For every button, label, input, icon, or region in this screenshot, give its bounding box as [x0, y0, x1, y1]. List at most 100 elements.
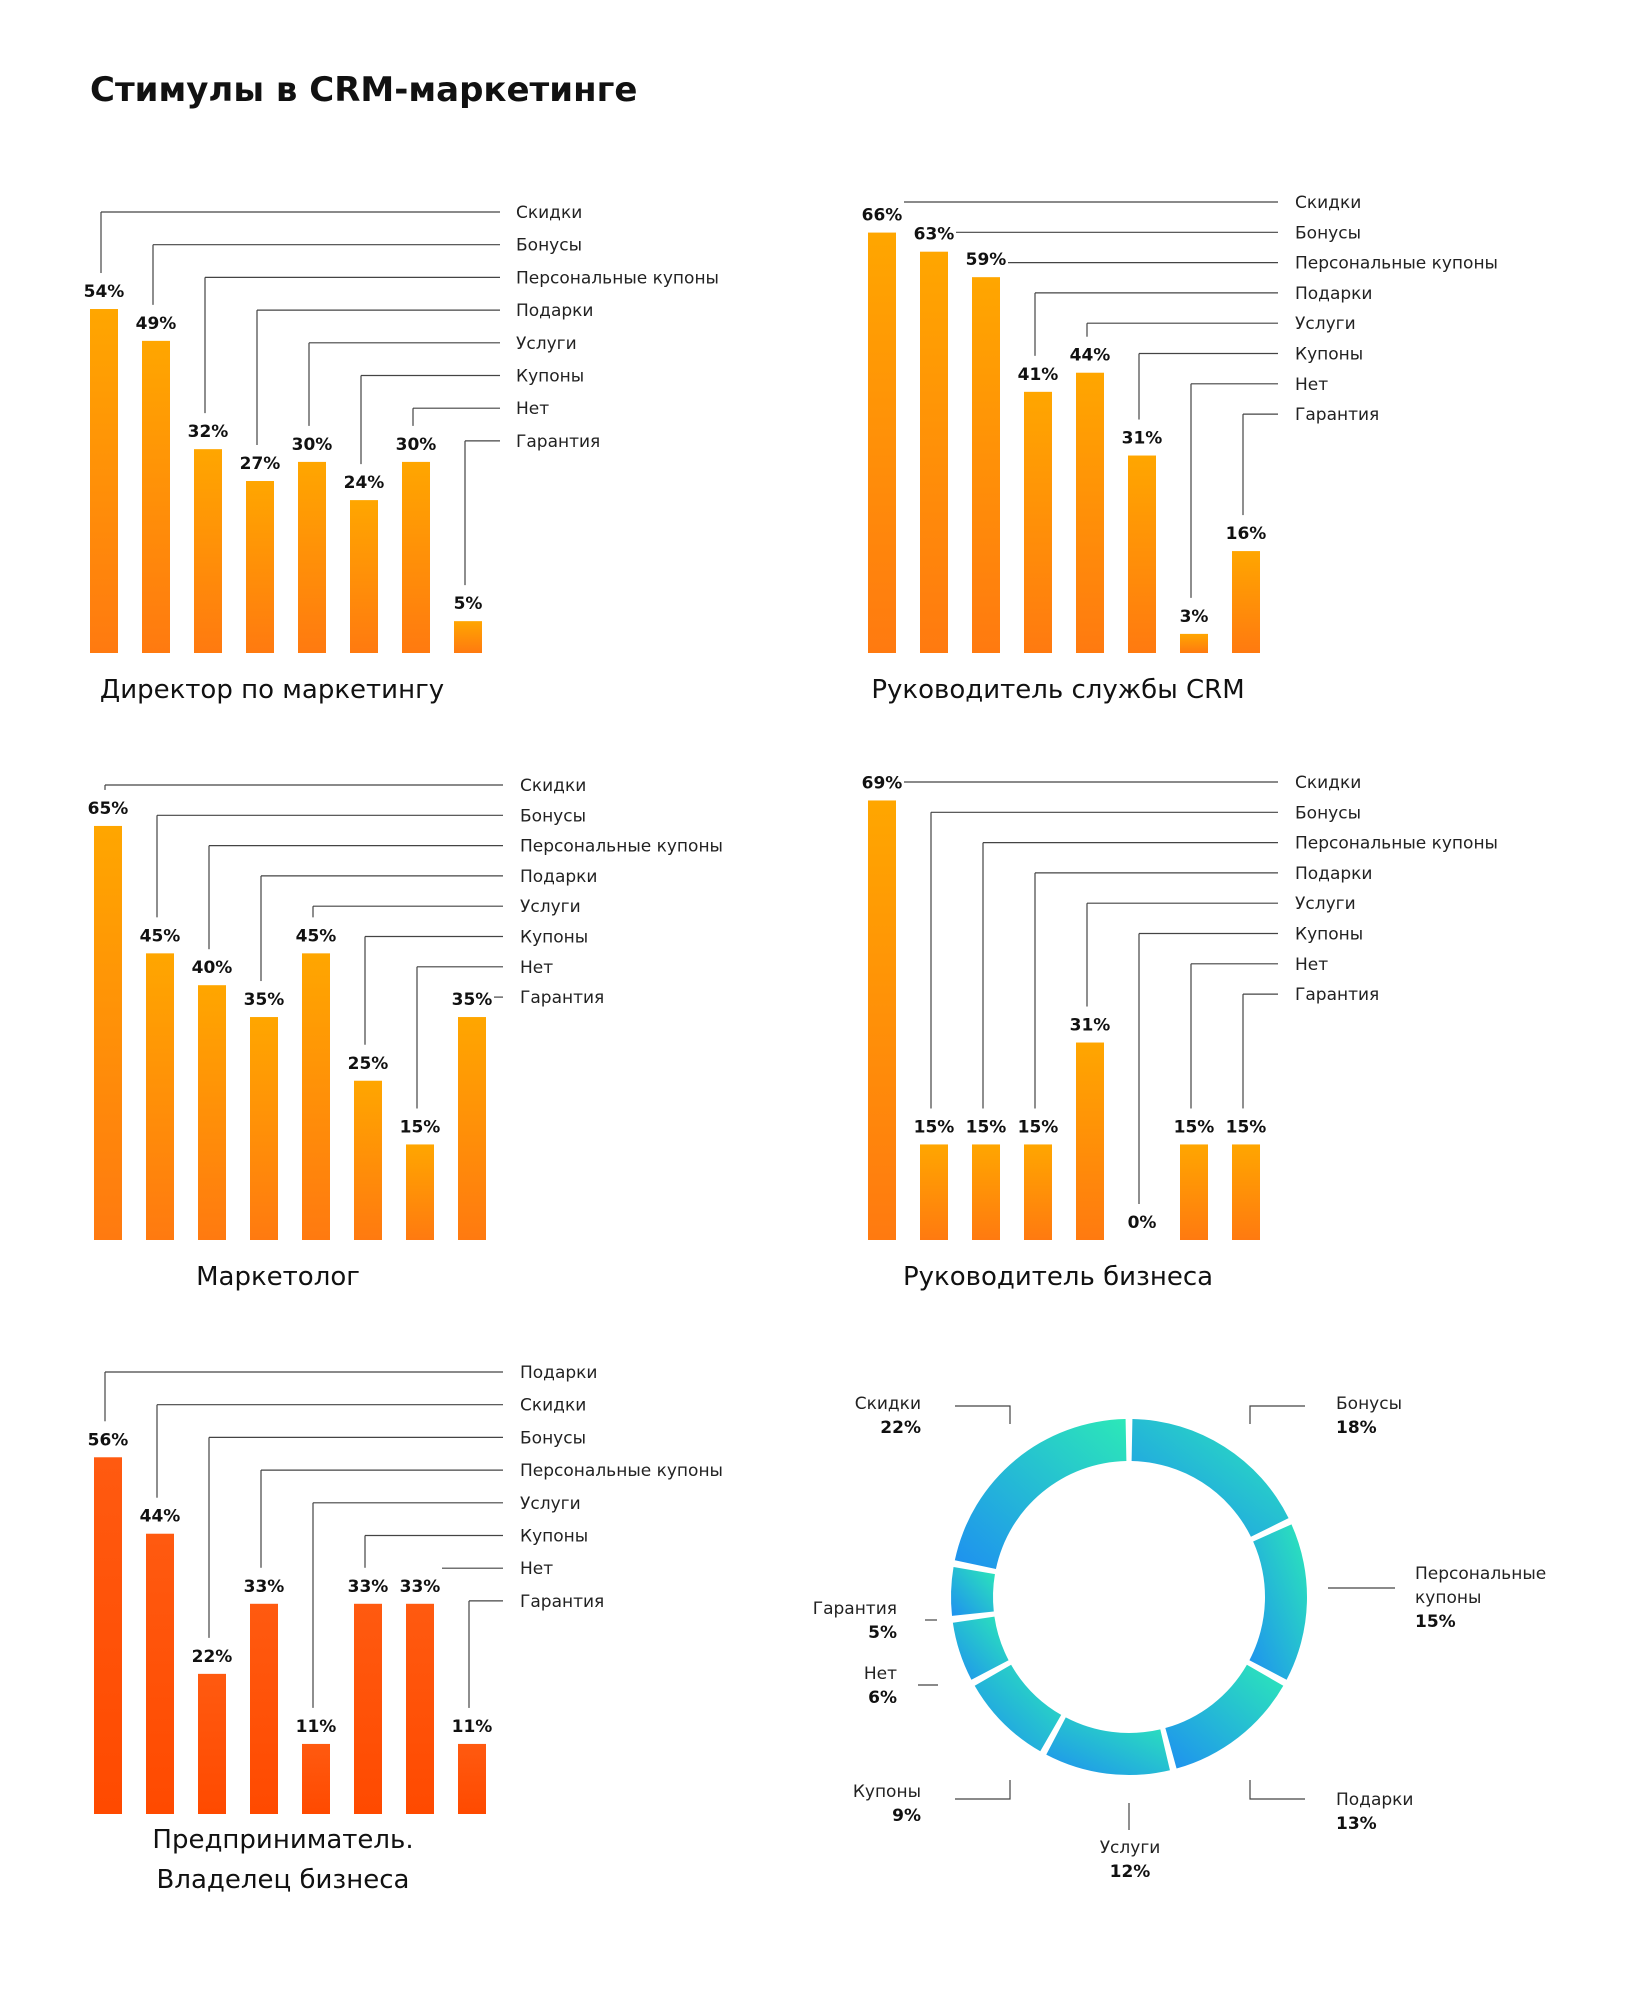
bar [868, 800, 896, 1240]
value-label: 25% [348, 1054, 389, 1074]
value-label: 0% [1128, 1213, 1157, 1233]
bar [402, 461, 430, 653]
category-label: Гарантия [1295, 405, 1379, 425]
category-label: Скидки [516, 203, 582, 223]
category-label: Персональные купоны [1295, 834, 1498, 854]
slice-label: Нет [864, 1664, 897, 1684]
value-label: 35% [244, 990, 285, 1010]
category-label: Бонусы [520, 1428, 586, 1448]
category-label: Гарантия [516, 432, 600, 452]
bar [146, 953, 174, 1240]
bar [406, 1144, 434, 1240]
value-label: 24% [344, 473, 385, 493]
category-label: Нет [516, 399, 549, 419]
value-label: 30% [292, 435, 333, 455]
donut-slice [1131, 1419, 1289, 1537]
category-label: Купоны [516, 367, 584, 387]
value-label: 41% [1018, 365, 1059, 385]
category-label: Бонусы [1295, 223, 1361, 243]
category-label: Нет [1295, 375, 1328, 395]
slice-value: 18% [1336, 1418, 1377, 1438]
category-label: Купоны [520, 928, 588, 948]
bar [146, 1533, 174, 1814]
category-label: Услуги [1295, 894, 1356, 914]
value-label: 69% [862, 773, 903, 793]
slice-value: 9% [892, 1806, 921, 1826]
category-label: Персональные купоны [520, 1461, 723, 1481]
category-label: Гарантия [1295, 985, 1379, 1005]
category-label: Подарки [516, 301, 593, 321]
slice-value: 5% [868, 1623, 897, 1643]
bar [1232, 1144, 1260, 1240]
bar [458, 1017, 486, 1240]
category-label: Персональные купоны [1295, 254, 1498, 274]
bar [90, 309, 118, 653]
bar [94, 1457, 122, 1814]
panel-title: Маркетолог [196, 1262, 360, 1292]
value-label: 66% [862, 206, 903, 226]
category-label: Скидки [1295, 773, 1361, 793]
donut-slice [1046, 1717, 1170, 1775]
panel-title: Руководитель службы CRM [871, 675, 1244, 705]
value-label: 15% [400, 1117, 441, 1137]
value-label: 56% [88, 1430, 129, 1450]
category-label: Гарантия [520, 988, 604, 1008]
value-label: 31% [1070, 1016, 1111, 1036]
category-label: Подарки [1295, 864, 1372, 884]
slice-label: Скидки [855, 1394, 921, 1414]
panel-title: Руководитель бизнеса [903, 1262, 1213, 1292]
donut-slice [1249, 1524, 1308, 1680]
value-label: 22% [192, 1647, 233, 1667]
category-label: Скидки [520, 1396, 586, 1416]
category-label: Персональные купоны [516, 268, 719, 288]
slice-value: 6% [868, 1688, 897, 1708]
category-label: Услуги [520, 897, 581, 917]
slice-value: 22% [880, 1418, 921, 1438]
value-label: 49% [136, 314, 177, 334]
bar-chart-1: 54% Скидки 49% Бонусы 32% Персональные купоны… [84, 203, 719, 705]
bar [142, 340, 170, 653]
category-label: Скидки [520, 776, 586, 796]
slice-label: Бонусы [1336, 1394, 1402, 1414]
value-label: 15% [914, 1117, 955, 1137]
bar [350, 500, 378, 653]
value-label: 30% [396, 435, 437, 455]
value-label: 31% [1122, 429, 1163, 449]
bar [1128, 455, 1156, 653]
value-label: 15% [1226, 1117, 1267, 1137]
value-label: 33% [244, 1577, 285, 1597]
category-label: Купоны [1295, 345, 1363, 365]
value-label: 44% [1070, 346, 1111, 366]
bar [198, 1673, 226, 1814]
category-label: Нет [1295, 955, 1328, 975]
category-label: Подарки [1295, 284, 1372, 304]
value-label: 15% [1174, 1117, 1215, 1137]
category-label: Подарки [520, 1363, 597, 1383]
value-label: 33% [400, 1577, 441, 1597]
value-label: 65% [88, 799, 129, 819]
slice-value: 12% [1110, 1862, 1151, 1882]
category-label: Бонусы [520, 806, 586, 826]
panel-title: Предприниматель. [152, 1825, 413, 1855]
category-label: Услуги [520, 1494, 581, 1514]
bar [920, 1144, 948, 1240]
bar [1024, 1144, 1052, 1240]
category-label: Купоны [520, 1527, 588, 1547]
value-label: 3% [1180, 607, 1209, 627]
donut-slice [952, 1616, 1009, 1680]
bar [920, 251, 948, 653]
panel-title: Директор по маркетингу [100, 675, 444, 705]
bar [972, 277, 1000, 653]
bar [298, 461, 326, 653]
value-label: 35% [452, 990, 493, 1010]
bar [1024, 391, 1052, 653]
value-label: 15% [966, 1117, 1007, 1137]
category-label: Услуги [1295, 314, 1356, 334]
bar [354, 1080, 382, 1240]
bar [1180, 633, 1208, 653]
bar [198, 985, 226, 1240]
donut-slice [1165, 1664, 1284, 1769]
value-label: 5% [454, 594, 483, 614]
page-title: Стимулы в CRM-маркетинге [90, 70, 638, 110]
